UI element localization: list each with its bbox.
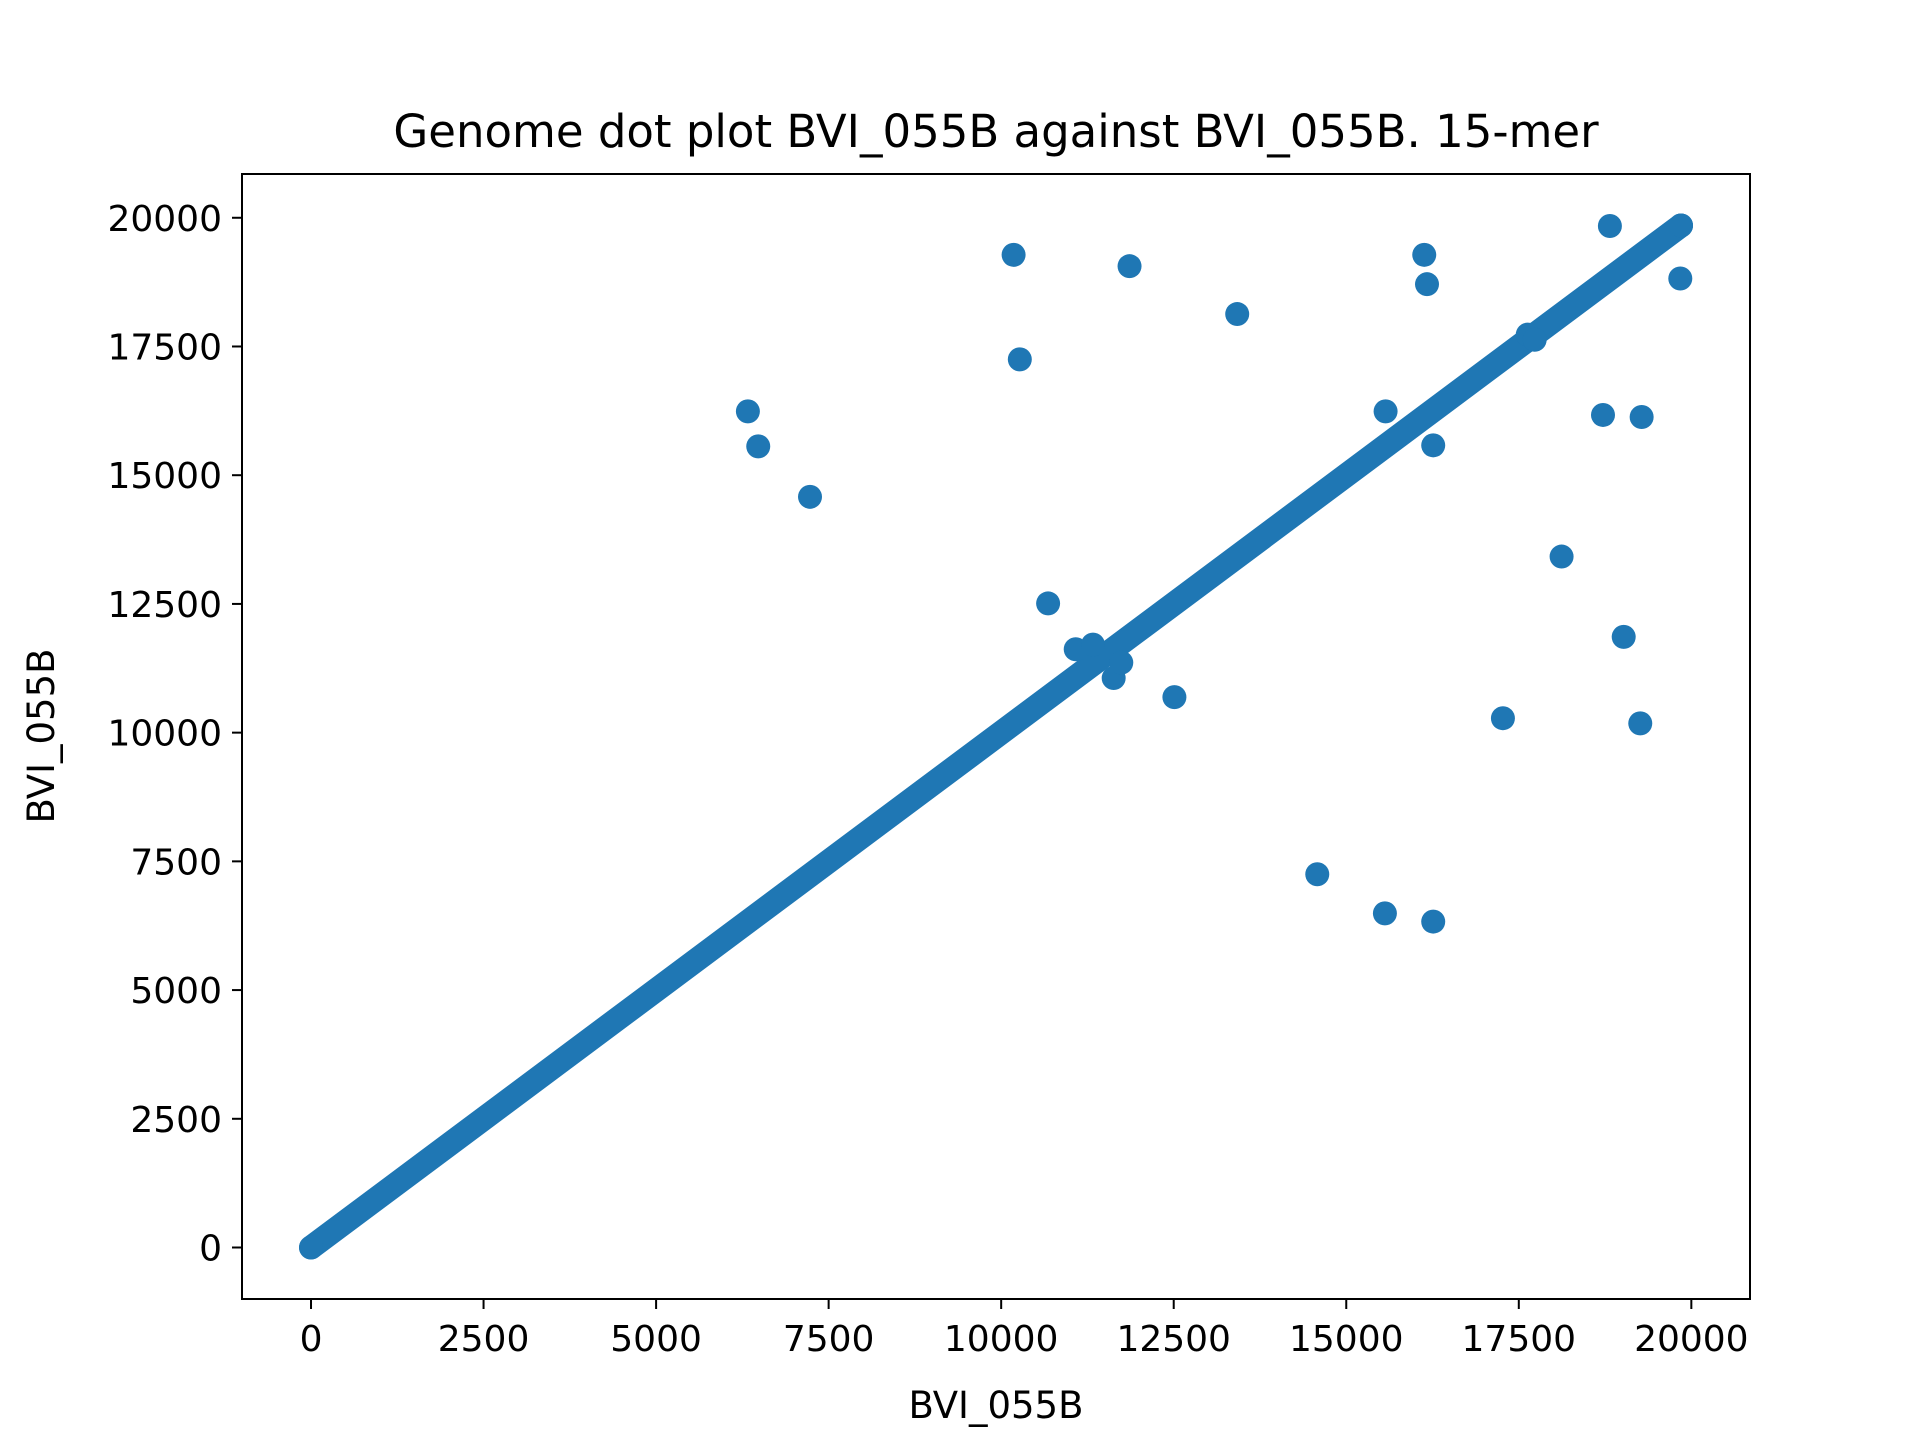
data-point bbox=[1225, 302, 1250, 327]
data-point bbox=[1080, 632, 1105, 657]
x-tick-label: 5000 bbox=[610, 1319, 702, 1360]
data-point bbox=[1629, 405, 1654, 430]
data-point bbox=[1549, 544, 1574, 569]
data-point bbox=[1490, 706, 1515, 731]
x-tick-label: 17500 bbox=[1462, 1319, 1577, 1360]
data-point bbox=[1590, 402, 1615, 427]
data-point bbox=[1628, 711, 1653, 736]
y-axis-label: BVI_055B bbox=[20, 649, 63, 824]
y-tick-label: 10000 bbox=[107, 714, 222, 755]
x-axis-label: BVI_055B bbox=[909, 1384, 1084, 1427]
data-point bbox=[746, 434, 771, 459]
x-tick-label: 15000 bbox=[1289, 1319, 1404, 1360]
y-tick-label: 0 bbox=[199, 1229, 222, 1270]
data-point bbox=[798, 484, 823, 509]
chart-title: Genome dot plot BVI_055B against BVI_055… bbox=[393, 105, 1599, 158]
data-point bbox=[1372, 901, 1397, 926]
y-tick-label: 17500 bbox=[107, 327, 222, 368]
y-tick-label: 12500 bbox=[107, 585, 222, 626]
data-point bbox=[1611, 624, 1636, 649]
data-point bbox=[1373, 399, 1398, 424]
data-point bbox=[1117, 254, 1142, 279]
data-point bbox=[1597, 214, 1622, 239]
y-tick-label: 15000 bbox=[107, 456, 222, 497]
data-point bbox=[1001, 242, 1026, 267]
data-point bbox=[1305, 862, 1330, 887]
y-tick-label: 2500 bbox=[130, 1100, 222, 1141]
data-point bbox=[1007, 347, 1032, 372]
axes-frame bbox=[241, 173, 1751, 1300]
data-point bbox=[1668, 266, 1693, 291]
y-tick-label: 5000 bbox=[130, 971, 222, 1012]
data-point bbox=[1109, 650, 1134, 675]
x-tick-label: 12500 bbox=[1116, 1319, 1231, 1360]
data-point bbox=[1415, 272, 1440, 297]
x-tick-label: 0 bbox=[300, 1319, 323, 1360]
data-point bbox=[1522, 327, 1547, 352]
y-tick-label: 20000 bbox=[107, 199, 222, 240]
data-point bbox=[1412, 242, 1437, 267]
data-point bbox=[1036, 591, 1061, 616]
data-point bbox=[1668, 213, 1693, 238]
x-tick-label: 2500 bbox=[438, 1319, 530, 1360]
data-point bbox=[1421, 909, 1446, 934]
diagonal-start-point bbox=[299, 1235, 324, 1260]
x-tick-label: 7500 bbox=[783, 1319, 875, 1360]
data-point bbox=[735, 399, 760, 424]
self-match-diagonal bbox=[299, 213, 1693, 1260]
x-tick-label: 20000 bbox=[1634, 1319, 1749, 1360]
y-tick-label: 7500 bbox=[130, 842, 222, 883]
data-point bbox=[1421, 433, 1446, 458]
x-tick-label: 10000 bbox=[944, 1319, 1059, 1360]
data-point bbox=[1162, 685, 1187, 710]
data-marks bbox=[299, 213, 1693, 1260]
axis-ticks: 0 2500 5000 7500 10000 12500 15000 17500 20000 0 2… bbox=[107, 199, 1748, 1360]
